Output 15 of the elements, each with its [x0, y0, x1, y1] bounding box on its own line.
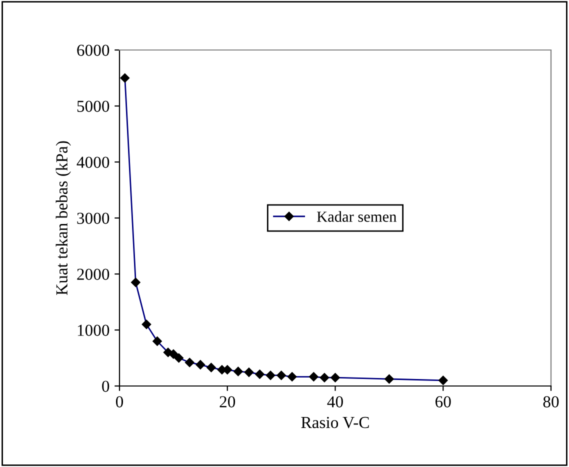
y-tick-label: 0	[102, 380, 110, 392]
x-tick-label: 60	[436, 396, 451, 408]
y-axis-title: Kuat tekan bebas (kPa)	[56, 141, 71, 296]
y-tick-label: 4000	[76, 156, 110, 168]
legend-label: Kadar semen	[316, 211, 396, 222]
x-axis-title: Rasio V-C	[301, 416, 369, 428]
y-tick-label: 2000	[77, 268, 110, 280]
y-tick-label: 5000	[77, 100, 110, 112]
y-tick-label: 6000	[77, 44, 110, 56]
y-tick-label: 3000	[77, 212, 110, 224]
x-tick-label: 80	[543, 396, 559, 408]
x-tick-label: 40	[327, 396, 343, 408]
y-tick-label: 1000	[78, 324, 110, 336]
x-tick-label: 0	[116, 396, 124, 408]
x-tick-label: 20	[220, 396, 236, 408]
